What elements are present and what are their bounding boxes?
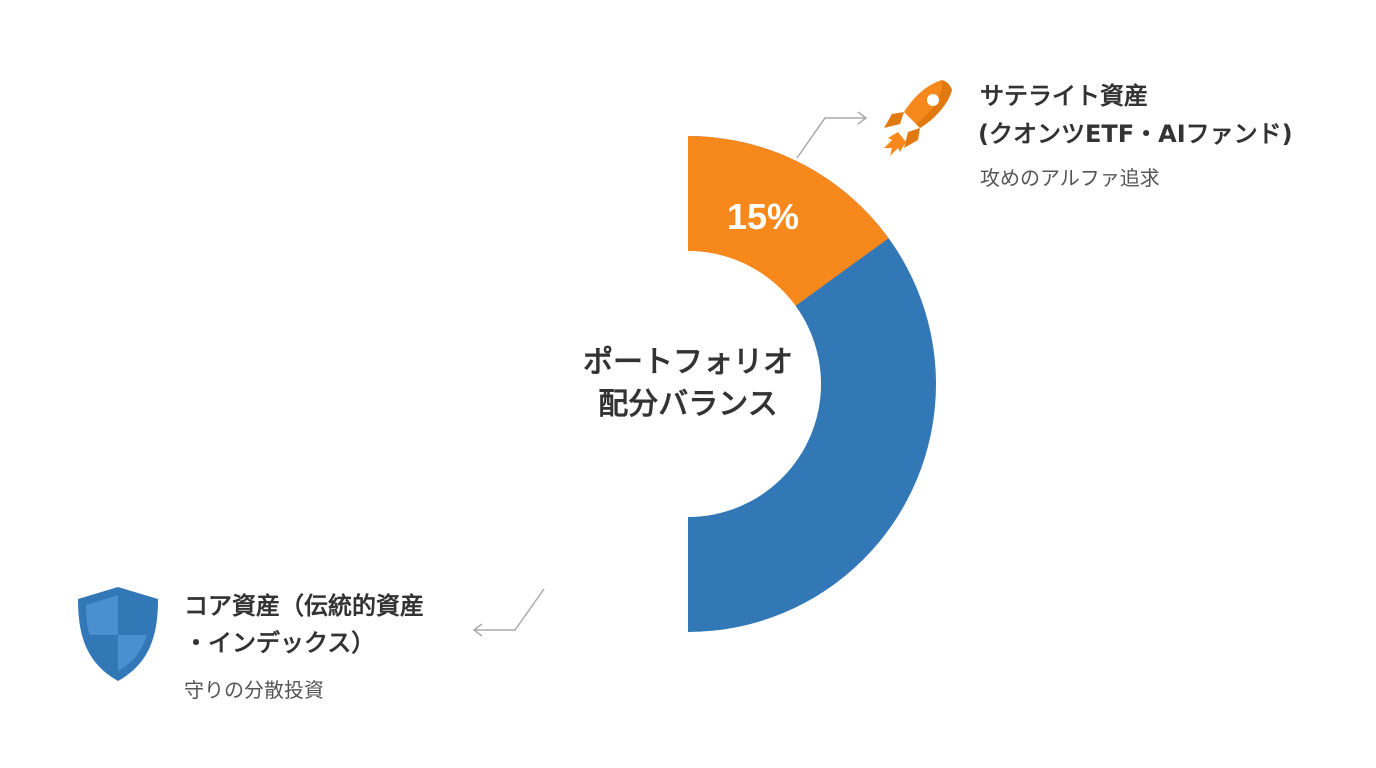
core-title-line1: コア資産（伝統的資産 [184, 592, 424, 620]
satellite-title-line2: (クオンツETF・AIファンド) [978, 120, 1293, 148]
core-title-line2: ・インデックス） [184, 629, 376, 657]
center-title: ポートフォリオ 配分バランス [560, 342, 816, 426]
connector-satellite [796, 111, 868, 159]
satellite-title-line1: サテライト資産 [980, 82, 1148, 110]
core-percent-label: 85% [582, 537, 655, 578]
shield-icon [78, 587, 158, 681]
center-title-line2: 配分バランス [598, 387, 778, 422]
center-title-line1: ポートフォリオ [583, 345, 793, 380]
core-subtitle: 守りの分散投資 [184, 678, 324, 702]
connector-core [472, 588, 545, 637]
satellite-percent-label: 15% [727, 196, 800, 237]
rocket-icon [884, 80, 952, 156]
satellite-subtitle: 攻めのアルファ追求 [980, 166, 1160, 190]
donut-hole [555, 251, 821, 517]
